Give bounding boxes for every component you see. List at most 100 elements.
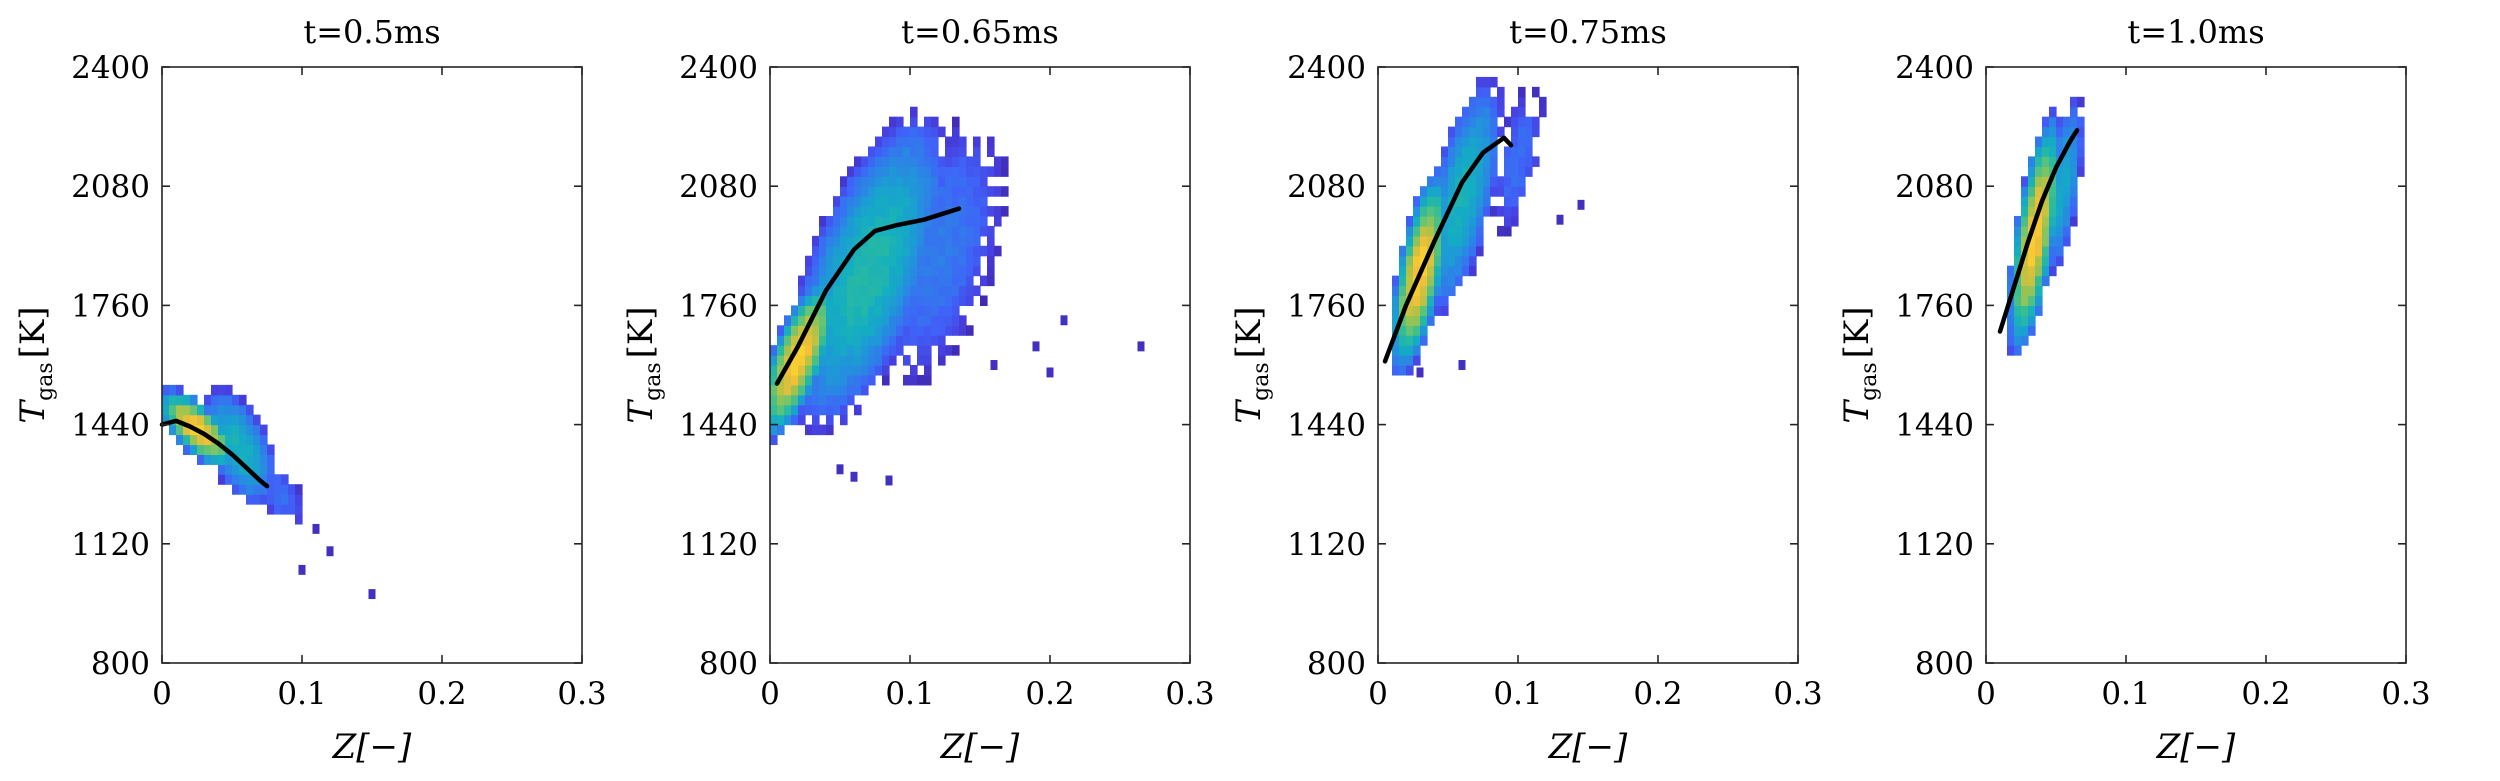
heatmap-cell: [833, 196, 841, 207]
heatmap-cell: [1483, 86, 1491, 98]
heatmap-cell: [2021, 265, 2029, 277]
heatmap-cell: [1462, 255, 1470, 267]
heatmap-cell: [2063, 126, 2071, 138]
heatmap-cell: [987, 136, 995, 148]
heatmap-cell: [938, 255, 946, 267]
heatmap-cell: [847, 275, 855, 287]
heatmap-cell: [232, 484, 240, 495]
heatmap-cell: [204, 404, 212, 416]
heatmap-cell: [847, 206, 855, 217]
heatmap-cell: [959, 216, 967, 227]
heatmap-cell: [2035, 285, 2043, 297]
heatmap-cell: [952, 186, 960, 197]
heatmap-cell: [945, 265, 953, 277]
heatmap-cell: [917, 245, 925, 257]
heatmap-cell: [2049, 106, 2057, 118]
heatmap-cell: [2070, 116, 2078, 128]
heatmap-cell: [861, 196, 869, 207]
heatmap-cell: [2049, 255, 2057, 267]
heatmap-cell: [204, 424, 212, 436]
heatmap-cell: [197, 414, 205, 426]
heatmap-cell: [840, 295, 848, 306]
heatmap-cell: [826, 335, 834, 346]
heatmap-cell: [868, 374, 876, 386]
heatmap-cell: [882, 255, 890, 267]
heatmap-cell: [980, 225, 988, 237]
heatmap-cell: [924, 245, 932, 257]
heatmap-cell: [903, 206, 911, 217]
heatmap-cell: [896, 285, 904, 297]
heatmap-cell: [973, 156, 981, 167]
heatmap-cell: [861, 295, 869, 306]
y-tick-label: 2400: [1895, 50, 1974, 86]
heatmap-cell: [945, 315, 953, 326]
heatmap-cell: [868, 315, 876, 326]
heatmap-cell: [2049, 126, 2057, 138]
heatmap-cell: [924, 295, 932, 306]
heatmap-cell: [966, 225, 974, 237]
heatmap-cell: [281, 484, 289, 495]
heatmap-cell: [910, 156, 918, 167]
heatmap-cell: [931, 335, 939, 346]
heatmap-cell: [973, 235, 981, 247]
heatmap-cell: [2028, 166, 2036, 177]
heatmap-cell: [1441, 225, 1449, 237]
heatmap-cell: [1441, 176, 1449, 187]
heatmap-cell: [267, 444, 275, 455]
heatmap-cell: [2056, 196, 2064, 207]
panel-title: t=0.5ms: [303, 13, 440, 51]
heatmap-cell: [239, 464, 247, 475]
heatmap-cell: [903, 156, 911, 167]
heatmap-cell: [777, 404, 785, 416]
heatmap-cell: [875, 176, 883, 187]
heatmap-cell: [1511, 116, 1519, 128]
heatmap-outlier-cell: [1032, 341, 1040, 352]
heatmap-cell: [966, 255, 974, 267]
heatmap-cell: [1399, 365, 1407, 376]
heatmap-cell: [218, 454, 226, 465]
heatmap-cell: [882, 136, 890, 148]
heatmap-cell: [2007, 265, 2015, 277]
heatmap-cell: [931, 166, 939, 177]
heatmap-cell: [917, 255, 925, 267]
heatmap-cell: [952, 305, 960, 316]
heatmap-outlier-cell: [850, 471, 858, 482]
heatmap-cell: [1504, 216, 1512, 227]
heatmap-cell: [1455, 265, 1463, 277]
heatmap-cell: [938, 176, 946, 187]
heatmap-cell: [777, 355, 785, 366]
heatmap-cell: [931, 136, 939, 148]
heatmap-cell: [861, 305, 869, 316]
y-tick-label: 1440: [1895, 408, 1974, 444]
heatmap-cell: [840, 275, 848, 287]
heatmap-cell: [903, 255, 911, 267]
heatmap-cell: [770, 414, 778, 426]
heatmap-cell: [176, 404, 184, 416]
heatmap-cell: [2035, 196, 2043, 207]
heatmap-cell: [812, 345, 820, 356]
heatmap-cell: [840, 355, 848, 366]
heatmap-cell: [1511, 216, 1519, 227]
heatmap-cell: [2056, 146, 2064, 157]
heatmap-cell: [2035, 136, 2043, 148]
heatmap-cell: [1483, 156, 1491, 167]
heatmap-cell: [1434, 186, 1442, 197]
heatmap-cell: [882, 355, 890, 366]
heatmap-cell: [1427, 265, 1435, 277]
heatmap-cell: [952, 255, 960, 267]
heatmap-cell: [868, 345, 876, 356]
heatmap-cell: [896, 315, 904, 326]
panel-2: 800 1120 1440 1760 2080 2400 0 0.1 0.2 0.3 t=0.65m…: [621, 13, 1215, 767]
heatmap-cell: [917, 176, 925, 187]
heatmap-cell: [882, 146, 890, 157]
heatmap-cell: [2028, 206, 2036, 217]
heatmap-cell: [924, 146, 932, 157]
heatmap-cell: [1392, 315, 1400, 326]
heatmap-cell: [1518, 116, 1526, 128]
heatmap-cell: [861, 245, 869, 257]
heatmap-cell: [889, 156, 897, 167]
heatmap-cell: [1476, 146, 1484, 157]
heatmap-cell: [1462, 235, 1470, 247]
heatmap-cell: [1448, 166, 1456, 177]
heatmap-cell: [2014, 345, 2022, 356]
